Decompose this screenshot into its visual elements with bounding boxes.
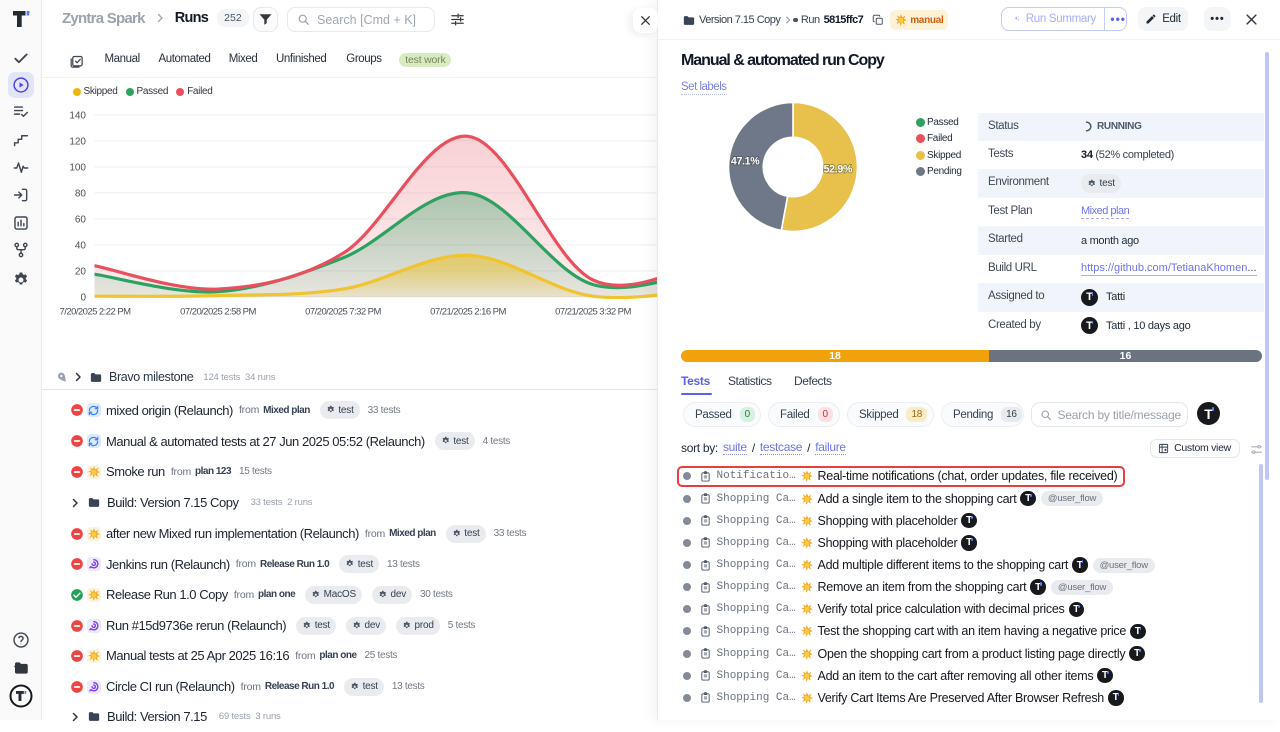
svg-text:07/20/2025 7:32 PM: 07/20/2025 7:32 PM — [305, 307, 381, 318]
svg-text:120: 120 — [69, 137, 86, 148]
svg-text:0: 0 — [80, 293, 86, 304]
svg-text:40: 40 — [75, 241, 87, 252]
svg-text:20: 20 — [75, 267, 87, 278]
svg-text:140: 140 — [69, 111, 86, 122]
svg-text:07/21/2025 3:32 PM: 07/21/2025 3:32 PM — [555, 307, 631, 318]
svg-text:60: 60 — [75, 215, 87, 226]
svg-text:52.9%: 52.9% — [824, 164, 853, 176]
svg-text:07/20/2025 2:58 PM: 07/20/2025 2:58 PM — [180, 307, 256, 318]
svg-text:80: 80 — [75, 189, 87, 200]
svg-text:100: 100 — [69, 163, 86, 174]
svg-text:07/21/2025 2:16 PM: 07/21/2025 2:16 PM — [430, 307, 506, 318]
svg-text:7/20/2025 2:22 PM: 7/20/2025 2:22 PM — [60, 307, 132, 318]
svg-text:47.1%: 47.1% — [731, 155, 760, 167]
